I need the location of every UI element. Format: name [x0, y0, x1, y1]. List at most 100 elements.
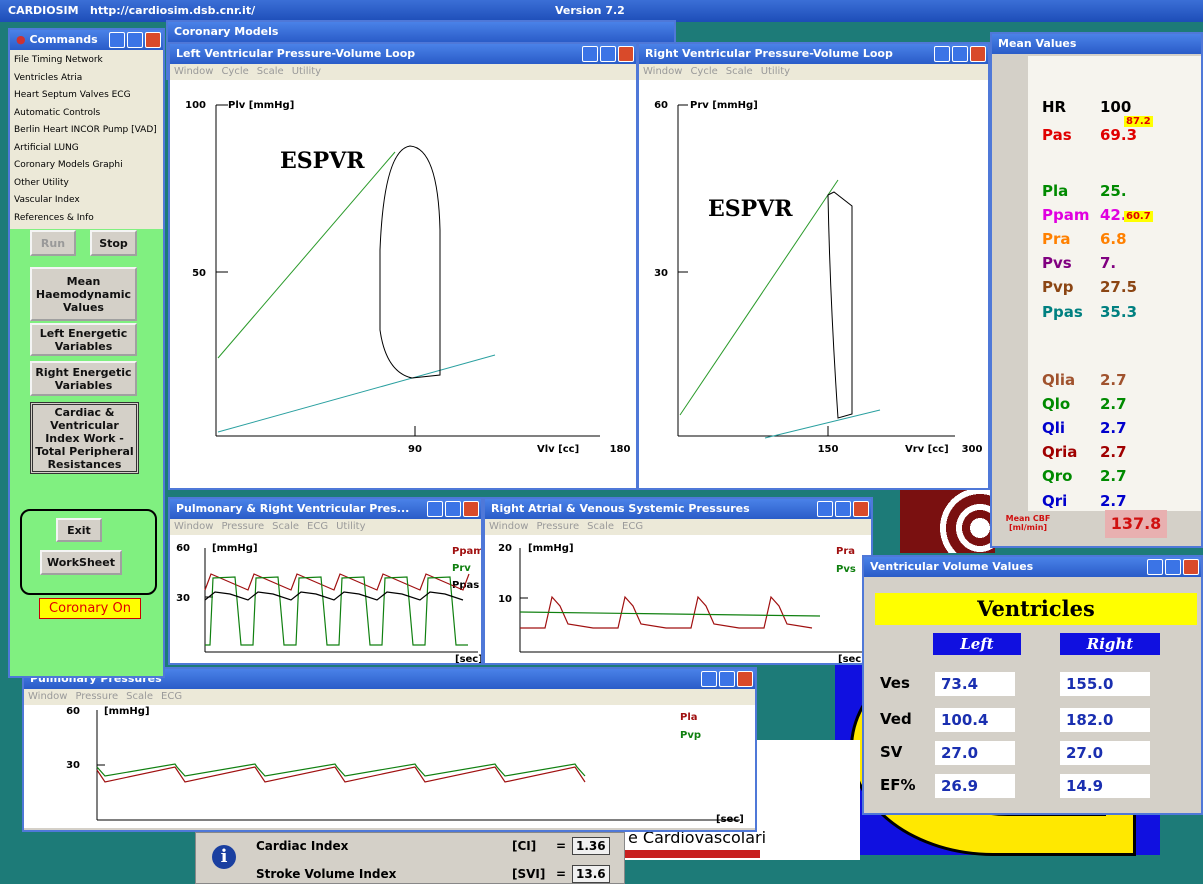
index-panel: i Cardiac Index [CI] = 1.36 Stroke Volume In… [195, 832, 625, 884]
value: 7. [1100, 254, 1117, 272]
index-eq: = [556, 867, 567, 881]
x-tick-label: 90 [408, 444, 422, 455]
waveform [519, 611, 821, 617]
menu-item: Window [174, 66, 214, 77]
value-label: Pvs [1042, 254, 1072, 272]
waveform [96, 766, 586, 783]
title-bar: Mean Values [992, 34, 1201, 54]
menu-item: Cycle [221, 66, 249, 77]
menu-item: Pressure [536, 521, 580, 532]
value: 2.7 [1100, 419, 1127, 437]
menu-bar: Window Pressure Scale ECG [24, 689, 755, 705]
menu-item: Pressure [75, 691, 119, 702]
window-title: Coronary Models [174, 25, 279, 38]
menu-bar: Window Pressure Scale ECG [485, 519, 871, 535]
menu-bar: Window Cycle Scale Utility [639, 64, 988, 80]
title-bar: Left Ventricular Pressure-Volume Loop [170, 44, 636, 64]
legend-label: Pvp [680, 730, 701, 741]
title-bar: Right Ventricular Pressure-Volume Loop [639, 44, 988, 64]
plot: 100 50 90 180 Plv [mmHg] Vlv [cc] ESPVR [170, 80, 636, 488]
button[interactable]: Stop [90, 230, 137, 256]
index-value: 13.6 [572, 865, 610, 883]
value-label: Ppam [1042, 206, 1090, 224]
y-tick-label: 30 [654, 268, 668, 279]
badge: 60.7 [1124, 211, 1153, 222]
pulm-window: Pulmonary Pressures Window Pressure Scale E… [22, 667, 757, 832]
value-label: Qria [1042, 443, 1078, 461]
heading: Ventricles [875, 593, 1197, 625]
mean-values-window: Mean Values HR 100 Pas 69.3 Pla 25. Ppam 42. Pra… [990, 32, 1203, 548]
value: 2.7 [1100, 467, 1127, 485]
value-label: HR [1042, 98, 1067, 116]
cell: 27.0 [935, 741, 1015, 765]
app-version: Version 7.2 [555, 4, 625, 17]
plot: 60 30 [mmHg] [sec] Ppam Prv Ppas [170, 535, 481, 663]
window-title: Right Atrial & Venous Systemic Pressures [491, 502, 750, 515]
y-axis-label: [mmHg] [528, 543, 574, 554]
waveform [96, 763, 586, 777]
y-tick-label: 30 [66, 760, 80, 771]
menu-item: Coronary Models Graphi [14, 160, 123, 170]
x-tick-label: 180 [610, 444, 631, 455]
commands-menu: File Timing Network Ventricles Atria Heart… [10, 50, 163, 229]
window-title: Left Ventricular Pressure-Volume Loop [176, 47, 416, 60]
cell: 14.9 [1060, 774, 1150, 798]
menu-item: Window [643, 66, 683, 77]
value: 2.7 [1100, 443, 1127, 461]
column-header: Right [1060, 633, 1160, 655]
value: 2.7 [1100, 395, 1127, 413]
title-bar: Coronary Models [168, 22, 674, 42]
window-title: Commands [29, 33, 98, 46]
bg-red-stripe [625, 850, 760, 858]
x-tick-label: 150 [818, 444, 839, 455]
column-header: Left [933, 633, 1021, 655]
lv-loop-window: Left Ventricular Pressure-Volume Loop Wi… [168, 42, 638, 490]
row-label: Ved [880, 710, 912, 728]
menu-item: Window [28, 691, 68, 702]
bg-decoration [900, 488, 995, 553]
cell: 73.4 [935, 672, 1015, 696]
button[interactable]: Left Energetic Variables [30, 323, 137, 356]
window-title: Ventricular Volume Values [870, 560, 1034, 573]
menu-item: ECG [161, 691, 183, 702]
y-axis-label: Plv [mmHg] [228, 100, 294, 111]
values-panel: HR 100 Pas 69.3 Pla 25. Ppam 42. Pra 6.8 Pvs 7. Pvp 2… [1028, 56, 1201, 511]
ra-venous-window: Right Atrial & Venous Systemic Pressures… [483, 497, 873, 665]
legend-label: Pla [680, 712, 698, 723]
index-label: Cardiac Index [256, 839, 349, 853]
cbf-value: 137.8 [1105, 510, 1167, 538]
menu-item: Heart Septum Valves ECG [14, 90, 131, 100]
window-title: Right Ventricular Pressure-Volume Loop [645, 47, 893, 60]
value-label: Qri [1042, 492, 1068, 510]
button[interactable]: Mean Haemodynamic Values [30, 267, 137, 321]
plot: 60 30 [mmHg] [sec] Pla Pvp [24, 705, 755, 828]
menu-item: Cycle [690, 66, 718, 77]
index-eq: = [556, 839, 567, 853]
y-axis-label: [mmHg] [104, 706, 150, 717]
index-code: [SVI] [512, 867, 546, 881]
annotation: ESPVR [280, 148, 365, 174]
button[interactable]: Cardiac & Ventricular Index Work - Total… [30, 402, 139, 474]
menu-item: Other Utility [14, 177, 69, 188]
x-axis-label: Vlv [cc] [537, 444, 579, 455]
title-bar: Right Atrial & Venous Systemic Pressures [485, 499, 871, 519]
plot: 20 10 [mmHg] [sec] Pra Pvs [485, 535, 871, 663]
menu-item: Scale [126, 691, 154, 702]
button[interactable]: Run [30, 230, 76, 256]
ventricles-window: Ventricular Volume Values Ventricles Lef… [862, 555, 1203, 815]
index-code: [CI] [512, 839, 537, 853]
title-bar: Ventricular Volume Values [864, 557, 1201, 577]
button[interactable]: Right Energetic Variables [30, 361, 137, 396]
cell: 182.0 [1060, 708, 1150, 732]
menu-item: Pressure [221, 521, 265, 532]
button[interactable]: Exit [56, 518, 102, 542]
commands-window: ● Commands File Timing Network Ventricles… [8, 28, 165, 678]
y-tick-label: 10 [498, 594, 512, 605]
value-label: Pra [1042, 230, 1071, 248]
title-bar: ● Commands [10, 30, 163, 50]
waveform [205, 576, 468, 646]
button[interactable]: WorkSheet [40, 550, 122, 575]
value-label: Qlia [1042, 371, 1076, 389]
waveform [204, 573, 470, 591]
